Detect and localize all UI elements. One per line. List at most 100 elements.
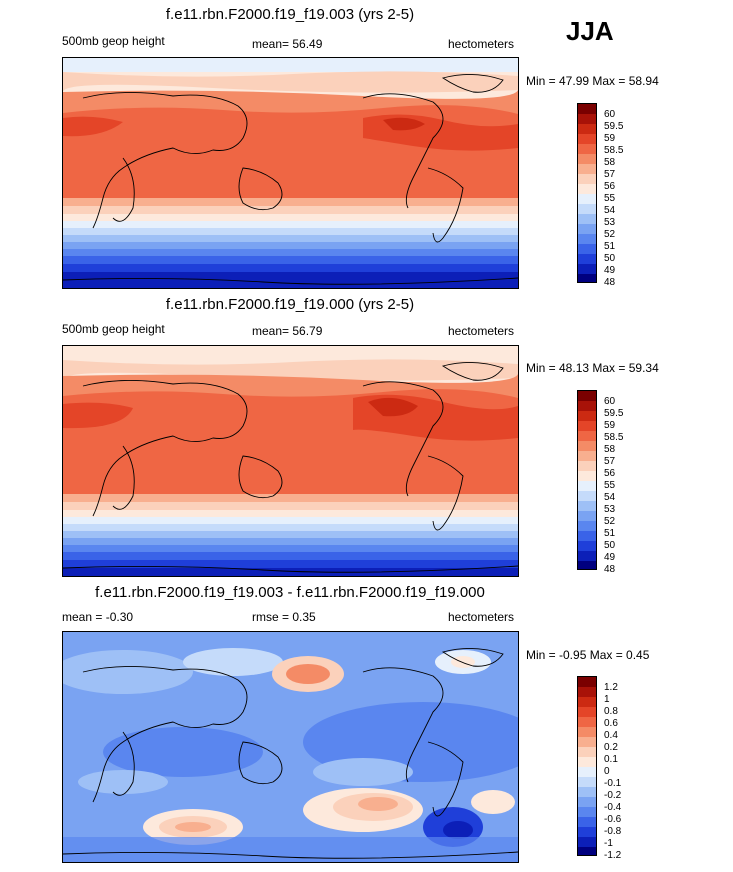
panel-1-colorbar-label: 58 <box>604 157 616 168</box>
colorbar-swatch <box>578 184 596 195</box>
season-label: JJA <box>566 16 614 46</box>
colorbar-swatch <box>578 391 596 402</box>
colorbar-swatch <box>578 767 596 778</box>
panel-2-colorbar-label: 57 <box>604 456 616 467</box>
panel-3-colorbar-label: -1 <box>604 838 613 849</box>
colorbar-swatch <box>578 114 596 125</box>
panel-1-colorbar-label: 56 <box>604 181 616 192</box>
panel-3-colorbar-label: -1.2 <box>604 850 622 861</box>
panel-3-title: f.e11.rbn.F2000.f19_f19.003 - f.e11.rbn.… <box>95 584 485 601</box>
colorbar-swatch <box>578 451 596 462</box>
panel-2-colorbar-label: 59 <box>604 420 616 431</box>
panel-1-colorbar-label: 55 <box>604 193 616 204</box>
panel-3-mean-label: mean = -0.30 <box>62 610 134 624</box>
colorbar-swatch <box>578 501 596 512</box>
panel-3-colorbar-label: -0.4 <box>604 802 622 813</box>
colorbar-swatch <box>578 837 596 848</box>
panel-2-units-label: hectometers <box>448 324 515 338</box>
panel-2-colorbar-label: 58 <box>604 444 616 455</box>
panel-2-mean-label: mean= 56.79 <box>252 324 323 338</box>
panel-2-variable-label: 500mb geop height <box>62 322 165 336</box>
colorbar-swatch <box>578 421 596 432</box>
colorbar-swatch <box>578 551 596 562</box>
panel-1-colorbar-label: 50 <box>604 253 616 264</box>
panel-3-colorbar-label: -0.8 <box>604 826 622 837</box>
colorbar-swatch <box>578 777 596 788</box>
panel-1-colorbar-label: 51 <box>604 241 616 252</box>
colorbar-swatch <box>578 401 596 412</box>
panel-1-colorbar-label: 48 <box>604 277 616 288</box>
panel-2-colorbar-label: 53 <box>604 504 616 515</box>
panel-3-colorbar-label: 0.2 <box>604 742 618 753</box>
colorbar-swatch <box>578 164 596 175</box>
panel-3-units-label: hectometers <box>448 610 515 624</box>
colorbar-swatch <box>578 244 596 255</box>
colorbar-swatch <box>578 481 596 492</box>
panel-1-units-label: hectometers <box>448 37 515 51</box>
panel-1-colorbar-label: 59.5 <box>604 121 624 132</box>
panel-3-colorbar: 1.2 1 0.8 0.6 0.4 0.2 0.1 0 -0.1 -0.2 -0… <box>577 676 621 861</box>
panel-3-colorbar-label: -0.6 <box>604 814 622 825</box>
panel-1-variable-label: 500mb geop height <box>62 34 165 48</box>
panel-1-colorbar-label: 54 <box>604 205 616 216</box>
panel-2-colorbar-label: 48 <box>604 564 616 575</box>
panel-3-colorbar-label: 0.4 <box>604 730 618 741</box>
panel-2-colorbar-label: 58.5 <box>604 432 624 443</box>
colorbar-swatch <box>578 471 596 482</box>
colorbar-swatch <box>578 697 596 708</box>
panel-2-colorbar-label: 51 <box>604 528 616 539</box>
colorbar-swatch <box>578 707 596 718</box>
colorbar-swatch <box>578 687 596 698</box>
panel-1-colorbar-label: 49 <box>604 265 616 276</box>
panel-3-colorbar-label: 0.6 <box>604 718 618 729</box>
colorbar-swatch <box>578 541 596 552</box>
panel-2-colorbar: 60 59.5 59 58.5 58 57 56 55 54 53 52 51 … <box>577 390 623 575</box>
panel-2-colorbar-label: 59.5 <box>604 408 624 419</box>
colorbar-swatch <box>578 757 596 768</box>
colorbar-swatch <box>578 124 596 135</box>
panel-2-colorbar-label: 56 <box>604 468 616 479</box>
colorbar-swatch <box>578 491 596 502</box>
panel-1-colorbar-label: 58.5 <box>604 145 624 156</box>
panel-3-colorbar-label: 0 <box>604 766 610 777</box>
panel-3-colorbar-label: 1 <box>604 694 610 705</box>
panel-2-colorbar-label: 50 <box>604 540 616 551</box>
panel-1-map <box>62 57 519 289</box>
colorbar-swatch <box>578 511 596 522</box>
panel-2-colorbar-label: 60 <box>604 396 616 407</box>
colorbar-swatch <box>578 827 596 838</box>
panel-1-colorbar-label: 53 <box>604 217 616 228</box>
colorbar-swatch <box>578 461 596 472</box>
panel-2-map <box>62 345 519 577</box>
colorbar-swatch <box>578 847 596 855</box>
panel-3-colorbar-label: 1.2 <box>604 682 618 693</box>
colorbar-swatch <box>578 154 596 165</box>
panel-1-colorbar: 60 59.5 59 58.5 58 57 56 55 54 53 52 51 … <box>577 103 623 288</box>
colorbar-swatch <box>578 521 596 532</box>
colorbar-swatch <box>578 431 596 442</box>
colorbar-swatch <box>578 224 596 235</box>
panel-1-colorbar-label: 52 <box>604 229 616 240</box>
colorbar-swatch <box>578 274 596 282</box>
colorbar-swatch <box>578 234 596 245</box>
colorbar-swatch <box>578 817 596 828</box>
panel-2-colorbar-label: 49 <box>604 552 616 563</box>
panel-1-colorbar-label: 57 <box>604 169 616 180</box>
panel-2-colorbar-label: 52 <box>604 516 616 527</box>
colorbar-swatch <box>578 174 596 185</box>
colorbar-swatch <box>578 737 596 748</box>
panel-1-min-max: Min = 47.99 Max = 58.94 <box>526 74 659 88</box>
colorbar-swatch <box>578 104 596 115</box>
colorbar-swatch <box>578 727 596 738</box>
colorbar-swatch <box>578 787 596 798</box>
colorbar-swatch <box>578 134 596 145</box>
colorbar-swatch <box>578 194 596 205</box>
colorbar-swatch <box>578 677 596 688</box>
panel-3-colorbar-label: 0.8 <box>604 706 618 717</box>
colorbar-swatch <box>578 411 596 422</box>
colorbar-swatch <box>578 254 596 265</box>
colorbar-swatch <box>578 531 596 542</box>
colorbar-swatch <box>578 561 596 569</box>
panel-3-colorbar-label: -0.1 <box>604 778 622 789</box>
panel-1-colorbar-label: 60 <box>604 109 616 120</box>
